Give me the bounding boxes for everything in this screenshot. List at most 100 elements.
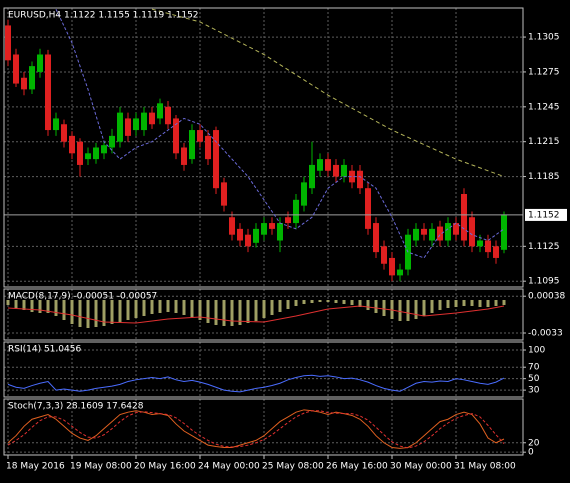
histogram-bar [254,300,258,321]
indicator-line [55,8,505,259]
candle-body [29,66,35,90]
y-tick-label: 30 [528,386,540,396]
candle-body [157,103,163,119]
histogram-bar [198,300,202,320]
histogram-bar [486,300,490,307]
y-tick-label: 1.1125 [528,242,560,252]
candle-body [141,112,147,131]
histogram-bar [502,300,506,305]
candle-body [453,223,459,235]
candle-body [181,147,187,165]
candle-body [21,77,27,90]
histogram-bar [150,300,154,314]
candle-body [389,257,395,276]
candle-body [117,112,123,142]
candle-body [501,214,507,250]
candle-body [77,141,83,165]
candle-body [13,54,19,84]
indicator-line [7,374,505,393]
histogram-bar [318,300,322,302]
x-tick-label: 19 May 08:00 [70,462,132,472]
histogram-bar [118,300,122,322]
histogram-bar [358,300,362,307]
indicator-line [7,409,505,449]
pane-title: RSI(14) 51.0456 [8,345,81,355]
pane-frame [3,288,524,341]
histogram-bar [134,300,138,318]
y-tick-label: 1.1215 [528,137,560,147]
histogram-bar [110,300,114,324]
histogram-bar [158,300,162,313]
candle-body [493,246,499,258]
histogram-bar [142,300,146,316]
candle-body [421,228,427,235]
indicator-line [7,410,505,449]
y-tick-label: 1.1185 [528,172,560,182]
histogram-bar [326,300,330,302]
candle-body [485,240,491,253]
candle-body [477,240,483,247]
candle-body [69,135,75,154]
candle-body [237,228,243,241]
histogram-bar [54,300,58,316]
candle-body [253,228,259,243]
histogram-bar [422,300,426,316]
candle-body [85,153,91,160]
candle-body [221,182,227,206]
histogram-bar [182,300,186,315]
histogram-bar [246,300,250,323]
histogram-bar [342,300,346,304]
histogram-bar [14,300,18,308]
candle-body [229,217,235,235]
histogram-bar [470,300,474,306]
candle-body [357,170,363,189]
histogram-bar [310,300,314,303]
candle-body [197,130,203,142]
candle-body [165,106,171,125]
candle-body [205,135,211,160]
candle-body [53,118,59,131]
candle-body [285,217,291,224]
histogram-bar [462,300,466,306]
histogram-bar [166,300,170,312]
histogram-bar [214,300,218,325]
candle-body [269,223,275,229]
candle-body [445,223,451,241]
pane-title: MACD(8,17,9) -0.00051 -0.00057 [8,292,157,302]
x-tick-label: 18 May 2016 [6,462,65,472]
candle-body [317,159,323,171]
candle-body [429,228,435,241]
y-tick-label: 100 [528,346,545,356]
candle-body [325,159,331,171]
candle-body [125,118,131,136]
candle-body [261,223,267,235]
candle-body [5,25,11,61]
histogram-bar [454,300,458,307]
candle-body [373,223,379,253]
histogram-bar [70,300,74,324]
candle-body [213,130,219,189]
candle-body [381,246,387,264]
x-tick-label: 26 May 16:00 [326,462,388,472]
histogram-bar [238,300,242,325]
y-tick-label: 70 [528,363,540,373]
histogram-bar [478,300,482,307]
candle-body [365,188,371,229]
pane-frame [3,341,524,398]
histogram-bar [366,300,370,310]
histogram-bar [438,300,442,310]
histogram-bar [406,300,410,321]
histogram-bar [414,300,418,319]
candle-body [301,182,307,206]
pane-title: Stoch(7,3,3) 28.1609 17.6428 [8,402,144,412]
x-tick-label: 20 May 16:00 [134,462,196,472]
x-tick-label: 30 May 00:00 [390,462,452,472]
y-tick-label: 1.1095 [528,277,560,287]
candle-body [461,194,467,241]
candle-body [437,226,443,241]
candle-body [333,164,339,177]
histogram-bar [430,300,434,313]
y-tick-label: -0.0033 [528,329,563,339]
candle-body [341,164,347,177]
